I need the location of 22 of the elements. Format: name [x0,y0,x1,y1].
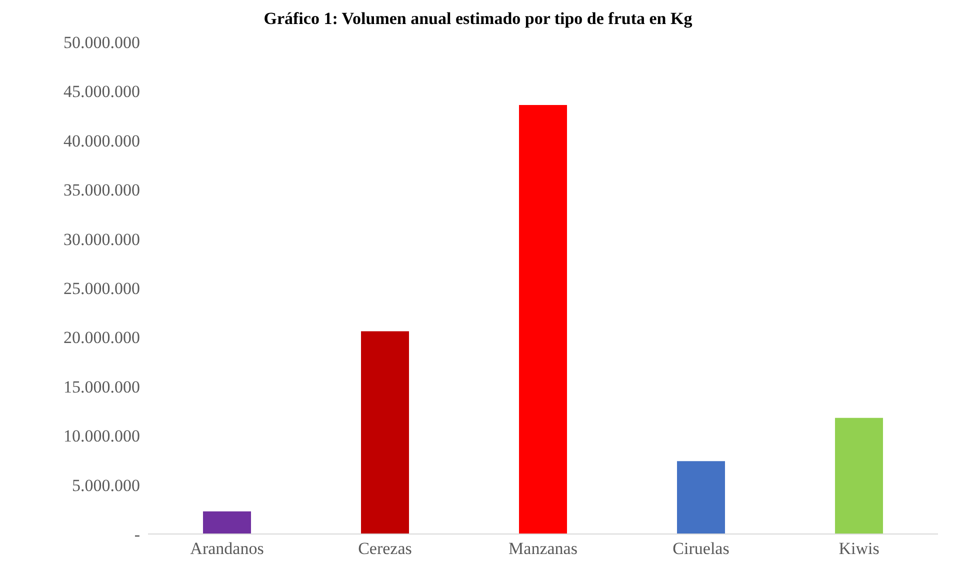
x-tick-label: Manzanas [508,539,578,558]
x-tick-label: Ciruelas [672,539,730,558]
y-tick-label: 30.000.000 [64,230,140,249]
x-tick-label: Arandanos [190,539,264,558]
bar [203,511,251,534]
bar [835,418,883,534]
y-tick-label: 20.000.000 [64,328,140,348]
y-tick-label: 5.000.000 [72,476,140,495]
x-tick-label: Kiwis [838,539,880,558]
bar [519,104,567,534]
y-tick-label: - [134,525,140,544]
chart-title: Gráfico 1: Volumen anual estimado por tipo de fruta en Kg [262,8,694,30]
y-tick-label: 15.000.000 [64,377,140,396]
x-tick-label: Cerezas [358,539,412,558]
y-tick-label: 40.000.000 [64,131,140,150]
y-tick-label: 45.000.000 [64,82,140,102]
y-tick-label: 50.000.000 [64,33,140,52]
y-tick-label: 35.000.000 [64,180,140,200]
bar [361,331,409,534]
y-tick-label: 25.000.000 [64,279,140,298]
bar [677,461,725,534]
y-tick-label: 10.000.000 [64,426,140,446]
